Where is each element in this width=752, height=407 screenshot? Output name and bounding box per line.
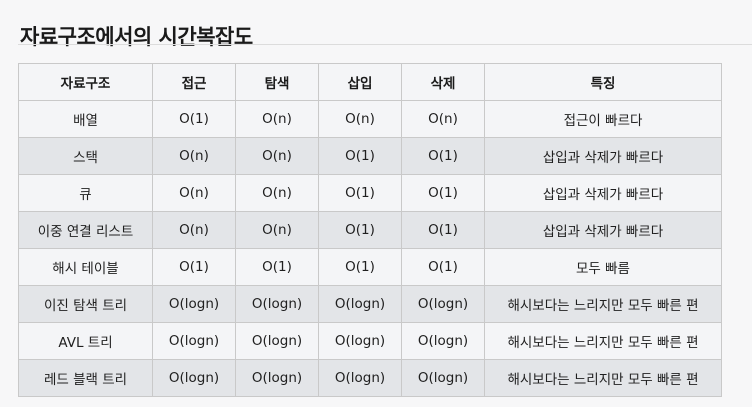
table-header: 자료구조 접근 탐색 삽입 삭제 특징 xyxy=(18,63,722,101)
cell-insert: O(1) xyxy=(318,174,402,212)
cell-insert: O(1) xyxy=(318,137,402,175)
cell-delete: O(1) xyxy=(401,174,485,212)
cell-insert: O(1) xyxy=(318,211,402,249)
table-row: 이진 탐색 트리 O(logn) O(logn) O(logn) O(logn)… xyxy=(18,285,722,323)
header-feature: 특징 xyxy=(484,63,722,101)
header-delete: 삭제 xyxy=(401,63,485,101)
cell-insert: O(1) xyxy=(318,248,402,286)
table-row: 스택 O(n) O(n) O(1) O(1) 삽입과 삭제가 빠르다 xyxy=(18,137,722,175)
cell-insert: O(logn) xyxy=(318,359,402,397)
cell-access: O(1) xyxy=(152,100,236,138)
cell-structure: 배열 xyxy=(18,100,153,138)
cell-delete: O(n) xyxy=(401,100,485,138)
table-row: 이중 연결 리스트 O(n) O(n) O(1) O(1) 삽입과 삭제가 빠르… xyxy=(18,211,722,249)
cell-feature: 모두 빠름 xyxy=(484,248,722,286)
cell-feature: 해시보다는 느리지만 모두 빠른 편 xyxy=(484,359,722,397)
cell-structure: 스택 xyxy=(18,137,153,175)
table-row: 레드 블랙 트리 O(logn) O(logn) O(logn) O(logn)… xyxy=(18,359,722,397)
cell-delete: O(logn) xyxy=(401,285,485,323)
cell-delete: O(logn) xyxy=(401,359,485,397)
cell-search: O(logn) xyxy=(235,285,319,323)
header-insert: 삽입 xyxy=(318,63,402,101)
cell-delete: O(1) xyxy=(401,137,485,175)
cell-access: O(n) xyxy=(152,211,236,249)
cell-access: O(logn) xyxy=(152,322,236,360)
header-data-structure: 자료구조 xyxy=(18,63,153,101)
table-row: 큐 O(n) O(n) O(1) O(1) 삽입과 삭제가 빠르다 xyxy=(18,174,722,212)
cell-search: O(n) xyxy=(235,211,319,249)
table-row: 해시 테이블 O(1) O(1) O(1) O(1) 모두 빠름 xyxy=(18,248,722,286)
cell-access: O(logn) xyxy=(152,359,236,397)
cell-structure: AVL 트리 xyxy=(18,322,153,360)
cell-feature: 삽입과 삭제가 빠르다 xyxy=(484,211,722,249)
cell-structure: 큐 xyxy=(18,174,153,212)
cell-insert: O(logn) xyxy=(318,322,402,360)
table-row: 배열 O(1) O(n) O(n) O(n) 접근이 빠르다 xyxy=(18,100,722,138)
cell-structure: 이진 탐색 트리 xyxy=(18,285,153,323)
cell-structure: 해시 테이블 xyxy=(18,248,153,286)
cell-delete: O(logn) xyxy=(401,322,485,360)
cell-search: O(logn) xyxy=(235,322,319,360)
cell-delete: O(1) xyxy=(401,211,485,249)
cell-feature: 해시보다는 느리지만 모두 빠른 편 xyxy=(484,322,722,360)
title-divider xyxy=(18,44,752,45)
header-row: 자료구조 접근 탐색 삽입 삭제 특징 xyxy=(18,63,722,101)
cell-structure: 이중 연결 리스트 xyxy=(18,211,153,249)
header-search: 탐색 xyxy=(235,63,319,101)
cell-search: O(n) xyxy=(235,100,319,138)
cell-search: O(1) xyxy=(235,248,319,286)
table-row: AVL 트리 O(logn) O(logn) O(logn) O(logn) 해… xyxy=(18,322,722,360)
cell-structure: 레드 블랙 트리 xyxy=(18,359,153,397)
page-title: 자료구조에서의 시간복잡도 xyxy=(20,25,253,50)
cell-delete: O(1) xyxy=(401,248,485,286)
table-body: 배열 O(1) O(n) O(n) O(n) 접근이 빠르다 스택 O(n) O… xyxy=(18,100,722,397)
cell-access: O(n) xyxy=(152,174,236,212)
cell-access: O(n) xyxy=(152,137,236,175)
cell-feature: 삽입과 삭제가 빠르다 xyxy=(484,137,722,175)
cell-insert: O(n) xyxy=(318,100,402,138)
cell-feature: 삽입과 삭제가 빠르다 xyxy=(484,174,722,212)
complexity-table: 자료구조 접근 탐색 삽입 삭제 특징 배열 O(1) O(n) O(n) O(… xyxy=(18,63,722,397)
cell-access: O(logn) xyxy=(152,285,236,323)
cell-feature: 해시보다는 느리지만 모두 빠른 편 xyxy=(484,285,722,323)
cell-search: O(n) xyxy=(235,174,319,212)
cell-feature: 접근이 빠르다 xyxy=(484,100,722,138)
header-access: 접근 xyxy=(152,63,236,101)
cell-search: O(n) xyxy=(235,137,319,175)
cell-search: O(logn) xyxy=(235,359,319,397)
cell-access: O(1) xyxy=(152,248,236,286)
cell-insert: O(logn) xyxy=(318,285,402,323)
